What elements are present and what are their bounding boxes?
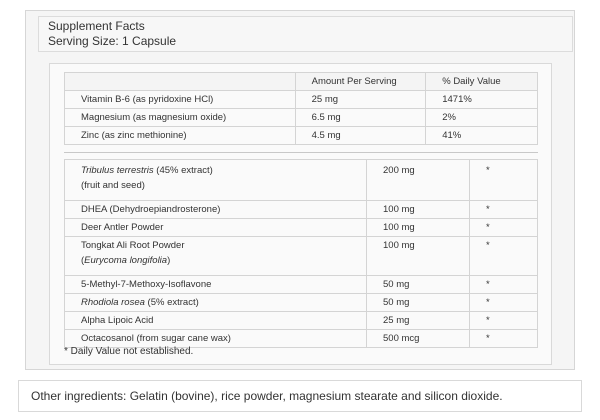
- ingredient-amount: 100 mg: [366, 236, 470, 276]
- ingredient-dv: *: [469, 329, 538, 348]
- table-row: Tribulus terrestris (45% extract) (fruit…: [64, 159, 538, 201]
- ingredient-name: Tribulus terrestris (45% extract) (fruit…: [64, 159, 367, 201]
- table-row: Vitamin B-6 (as pyridoxine HCl) 25 mg 14…: [64, 90, 538, 109]
- ingredient-name: 5-Methyl-7-Methoxy-Isoflavone: [64, 275, 367, 294]
- vitamin-table: Amount Per Serving % Daily Value Vitamin…: [64, 72, 538, 145]
- ingredient-name-main: Tongkat Ali Root Powder: [81, 240, 185, 251]
- nutrient-dv: 1471%: [425, 90, 538, 109]
- table-row: Alpha Lipoic Acid 25 mg *: [64, 311, 538, 330]
- daily-value-footnote: * Daily Value not established.: [64, 346, 194, 357]
- ingredient-amount: 200 mg: [366, 159, 470, 201]
- facts-header: Supplement Facts Serving Size: 1 Capsule: [38, 16, 573, 52]
- ingredient-dv: *: [469, 159, 538, 201]
- nutrient-amount: 6.5 mg: [294, 108, 427, 127]
- facts-title: Supplement Facts: [48, 19, 145, 33]
- nutrient-name: Zinc (as zinc methionine): [64, 126, 296, 145]
- ingredient-dv: *: [469, 275, 538, 294]
- nutrient-amount: 25 mg: [294, 90, 427, 109]
- table-row: Rhodiola rosea (5% extract) 50 mg *: [64, 293, 538, 312]
- ingredient-dv: *: [469, 218, 538, 237]
- nutrient-dv: 2%: [425, 108, 538, 127]
- table-row: DHEA (Dehydroepiandrosterone) 100 mg *: [64, 200, 538, 219]
- ingredient-amount: 50 mg: [366, 275, 470, 294]
- table-row: Octacosanol (from sugar cane wax) 500 mc…: [64, 329, 538, 348]
- ingredient-name-rest: (5% extract): [144, 297, 199, 308]
- ingredient-amount: 100 mg: [366, 200, 470, 219]
- ingredient-amount: 100 mg: [366, 218, 470, 237]
- ingredient-amount: 500 mcg: [366, 329, 470, 348]
- ingredient-name-italic: Rhodiola rosea: [81, 297, 145, 308]
- ingredient-dv: *: [469, 311, 538, 330]
- nutrient-name: Vitamin B-6 (as pyridoxine HCl): [64, 90, 296, 109]
- ingredient-amount: 50 mg: [366, 293, 470, 312]
- ingredient-name-italic: Eurycoma longifolia: [84, 255, 168, 266]
- nutrient-amount: 4.5 mg: [294, 126, 427, 145]
- ingredient-amount: 25 mg: [366, 311, 470, 330]
- ingredient-name-italic: Tribulus terrestris: [81, 165, 154, 176]
- nutrient-dv: 41%: [425, 126, 538, 145]
- ingredient-name-rest: (45% extract): [153, 165, 213, 176]
- serving-size: Serving Size: 1 Capsule: [48, 34, 177, 48]
- ingredient-dv: *: [469, 293, 538, 312]
- section-divider: [64, 152, 538, 153]
- ingredient-name: Rhodiola rosea (5% extract): [64, 293, 367, 312]
- table-row: Tongkat Ali Root Powder (Eurycoma longif…: [64, 236, 538, 276]
- column-header-amount: Amount Per Serving: [294, 72, 427, 91]
- ingredient-dv: *: [469, 200, 538, 219]
- ingredient-name: Deer Antler Powder: [64, 218, 367, 237]
- ingredient-name: Alpha Lipoic Acid: [64, 311, 367, 330]
- column-header-dv: % Daily Value: [425, 72, 538, 91]
- ingredient-name: DHEA (Dehydroepiandrosterone): [64, 200, 367, 219]
- ingredient-name: Tongkat Ali Root Powder (Eurycoma longif…: [64, 236, 367, 276]
- ingredient-name-line2: (fruit and seed): [81, 180, 145, 191]
- table-row: Deer Antler Powder 100 mg *: [64, 218, 538, 237]
- ingredient-dv: *: [469, 236, 538, 276]
- nutrient-name: Magnesium (as magnesium oxide): [64, 108, 296, 127]
- column-header-name: [64, 72, 296, 91]
- table-header-row: Amount Per Serving % Daily Value: [64, 72, 538, 91]
- table-row: Zinc (as zinc methionine) 4.5 mg 41%: [64, 126, 538, 145]
- ingredient-name: Octacosanol (from sugar cane wax): [64, 329, 367, 348]
- table-row: 5-Methyl-7-Methoxy-Isoflavone 50 mg *: [64, 275, 538, 294]
- table-row: Magnesium (as magnesium oxide) 6.5 mg 2%: [64, 108, 538, 127]
- other-ingredients: Other ingredients: Gelatin (bovine), ric…: [18, 380, 582, 412]
- ingredient-table: Tribulus terrestris (45% extract) (fruit…: [64, 159, 538, 348]
